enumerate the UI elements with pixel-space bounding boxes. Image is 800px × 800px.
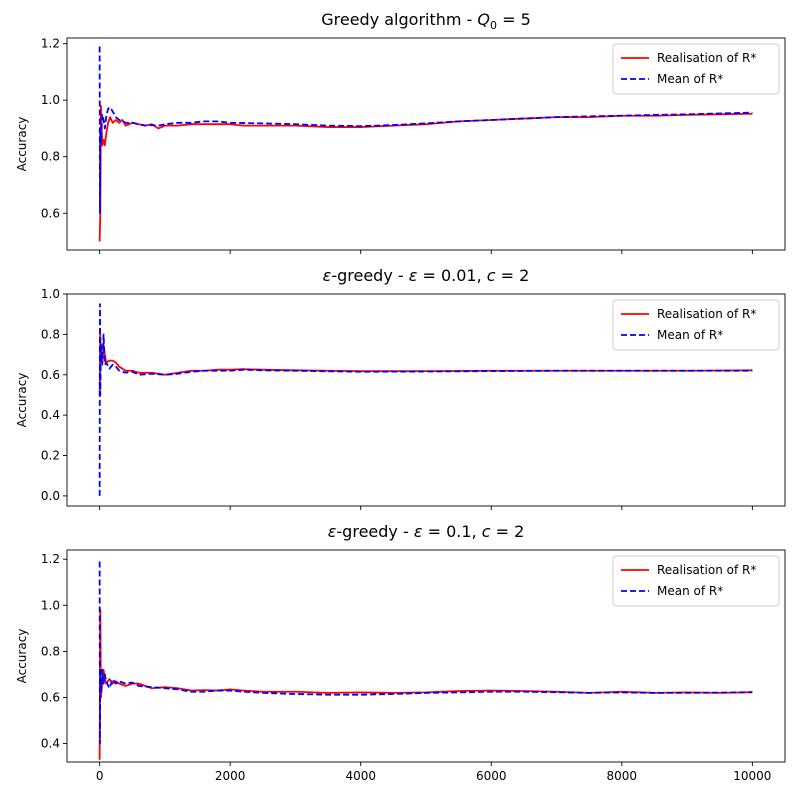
y-axis-label: Accuracy (15, 629, 29, 684)
legend: Realisation of R* Mean of R* (612, 299, 780, 351)
y-tick-label: 0.8 (41, 150, 60, 164)
legend-entry: Mean of R* (657, 72, 723, 86)
y-tick-label: 0.4 (41, 408, 60, 422)
legend: Realisation of R* Mean of R* (612, 43, 780, 95)
chart-title: ε-greedy - ε = 0.1, c = 2 (328, 522, 525, 541)
series-line-mean (98, 561, 753, 745)
chart-panel-2: ε-greedy - ε = 0.01, c = 2 0.0 0.2 0.4 0.6 0.… (15, 266, 786, 510)
series-line-realisation (98, 609, 753, 760)
y-axis-label: Accuracy (15, 373, 29, 428)
y-tick-label: 0.8 (41, 644, 60, 658)
legend-entry: Realisation of R* (657, 51, 756, 65)
y-tick-label: 1.2 (41, 552, 60, 566)
y-axis-label: Accuracy (15, 117, 29, 172)
series-line-mean (98, 46, 753, 215)
y-tick-label: 0.6 (41, 690, 60, 704)
x-tick-label: 0 (96, 769, 104, 783)
x-tick-label: 8000 (607, 769, 638, 783)
y-tick-label: 1.0 (41, 93, 60, 107)
axes-frame (66, 37, 786, 251)
y-tick-label: 0.0 (41, 489, 60, 503)
x-tick-label: 2000 (215, 769, 246, 783)
legend: Realisation of R* Mean of R* (612, 555, 780, 607)
chart-title: ε-greedy - ε = 0.01, c = 2 (323, 266, 530, 285)
series-line-mean (98, 303, 753, 496)
y-tick-label: 0.6 (41, 368, 60, 382)
chart-title: Greedy algorithm - Q0 = 5 (321, 10, 531, 32)
series-line-realisation (98, 104, 753, 242)
y-tick-label: 1.0 (41, 598, 60, 612)
x-tick-label: 4000 (345, 769, 376, 783)
chart-panel-3: ε-greedy - ε = 0.1, c = 2 0.4 0.6 0.8 1.0 1.2… (15, 522, 786, 783)
chart-panel-1: Greedy algorithm - Q0 = 5 0.6 0.8 1.0 1.2 Acc… (15, 10, 786, 254)
legend-entry: Realisation of R* (657, 307, 756, 321)
x-tick-label: 6000 (476, 769, 507, 783)
y-tick-label: 0.6 (41, 206, 60, 220)
legend-entry: Mean of R* (657, 584, 723, 598)
y-tick-label: 1.0 (41, 287, 60, 301)
y-tick-label: 0.2 (41, 449, 60, 463)
y-tick-label: 0.4 (41, 737, 60, 751)
axes-frame (66, 549, 786, 763)
y-tick-label: 0.8 (41, 327, 60, 341)
legend-entry: Mean of R* (657, 328, 723, 342)
y-tick-label: 1.2 (41, 37, 60, 51)
legend-entry: Realisation of R* (657, 563, 756, 577)
x-tick-label: 10000 (733, 769, 771, 783)
axes-frame (66, 293, 786, 507)
